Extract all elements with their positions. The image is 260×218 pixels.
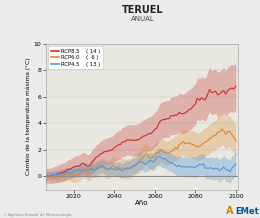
- Text: EMet: EMet: [235, 207, 259, 216]
- Text: © Agencia Estatal de Meteorología: © Agencia Estatal de Meteorología: [3, 213, 71, 217]
- Legend: RCP8.5    ( 14 ), RCP6.0    (  6 ), RCP4.5    ( 13 ): RCP8.5 ( 14 ), RCP6.0 ( 6 ), RCP4.5 ( 13…: [48, 46, 103, 69]
- Text: A: A: [226, 206, 234, 216]
- X-axis label: Año: Año: [135, 200, 148, 206]
- Text: ANUAL: ANUAL: [131, 16, 155, 22]
- Y-axis label: Cambio de la temperatura máxima (°C): Cambio de la temperatura máxima (°C): [25, 58, 31, 175]
- Text: TERUEL: TERUEL: [122, 5, 164, 15]
